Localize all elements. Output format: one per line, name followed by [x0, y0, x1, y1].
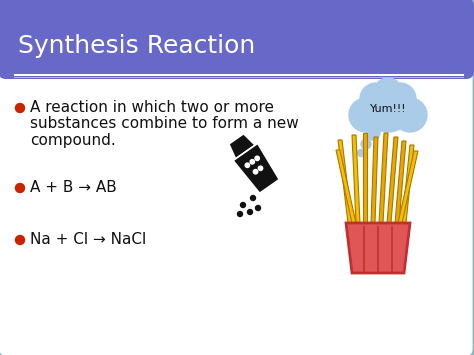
Circle shape [245, 163, 249, 168]
Polygon shape [233, 143, 279, 193]
Circle shape [255, 156, 259, 160]
Bar [14, 74, 464, 76]
Polygon shape [352, 135, 360, 223]
Circle shape [237, 212, 243, 217]
Circle shape [16, 235, 25, 245]
Circle shape [253, 170, 258, 174]
Text: compound.: compound. [30, 132, 116, 147]
Text: Yum!!!: Yum!!! [370, 104, 406, 114]
Text: substances combine to form a new: substances combine to form a new [30, 116, 299, 131]
Bar [6, 50, 466, 77]
Polygon shape [363, 133, 367, 223]
Circle shape [250, 196, 255, 201]
Circle shape [366, 126, 380, 140]
Circle shape [250, 160, 255, 164]
Polygon shape [379, 133, 388, 223]
Circle shape [384, 83, 416, 115]
Circle shape [358, 92, 388, 122]
Circle shape [361, 139, 371, 149]
Polygon shape [402, 145, 414, 223]
Polygon shape [338, 140, 352, 223]
Circle shape [16, 104, 25, 113]
Bar [14, 77, 464, 78]
Polygon shape [336, 150, 356, 223]
Polygon shape [346, 223, 410, 273]
Circle shape [258, 166, 263, 170]
Circle shape [357, 149, 365, 157]
Text: A + B → AB: A + B → AB [30, 180, 117, 196]
Circle shape [388, 92, 418, 122]
FancyBboxPatch shape [0, 0, 474, 79]
Circle shape [364, 84, 412, 132]
Polygon shape [229, 134, 255, 159]
Circle shape [255, 206, 261, 211]
Polygon shape [395, 141, 406, 223]
Text: Synthesis Reaction: Synthesis Reaction [18, 34, 255, 58]
Circle shape [247, 209, 253, 214]
Text: A reaction in which two or more: A reaction in which two or more [30, 100, 274, 115]
Circle shape [393, 98, 427, 132]
Circle shape [16, 184, 25, 192]
Circle shape [360, 83, 392, 115]
Circle shape [349, 98, 383, 132]
Polygon shape [398, 151, 418, 223]
Circle shape [240, 202, 246, 208]
Polygon shape [387, 137, 398, 223]
Text: Na + Cl → NaCl: Na + Cl → NaCl [30, 233, 146, 247]
Circle shape [374, 78, 402, 106]
Polygon shape [371, 137, 378, 223]
